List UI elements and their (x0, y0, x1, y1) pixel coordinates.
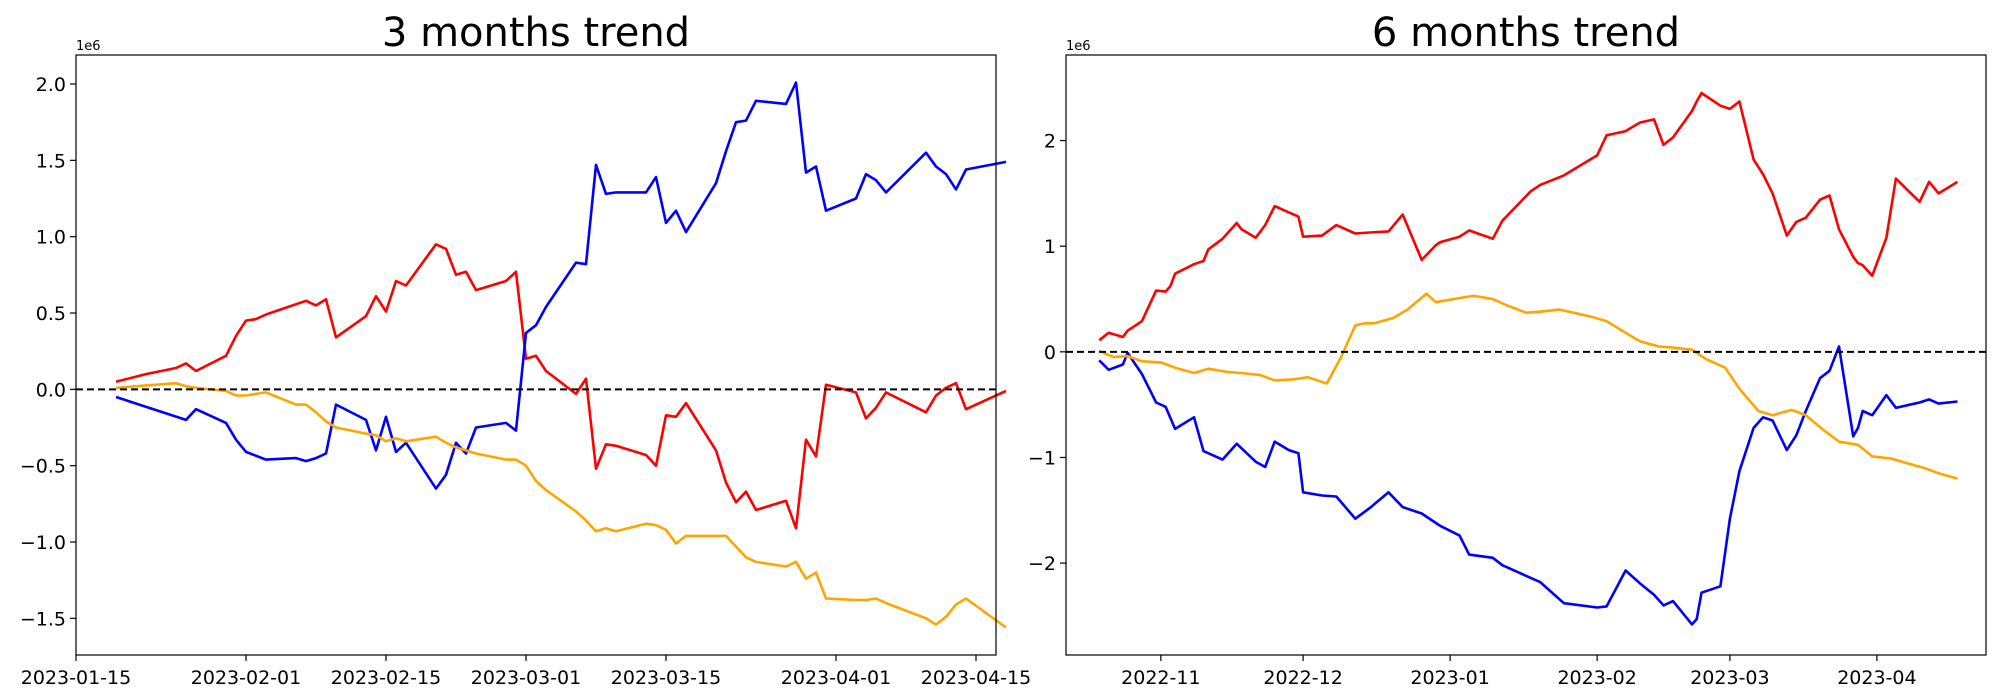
y-tick-label: 1.0 (36, 227, 66, 249)
y-tick-label: −1 (1028, 447, 1056, 469)
x-tick-label: 2023-03 (1690, 667, 1769, 689)
x-tick-label: 2023-03-15 (611, 667, 721, 689)
y-tick-label: 1 (1044, 236, 1056, 258)
chart-title: 6 months trend (1372, 10, 1680, 56)
y-axis-offset-text: 1e6 (1066, 39, 1091, 54)
x-tick-label: 2023-02-01 (191, 667, 301, 689)
axes-frame (75, 54, 997, 656)
series-line (1098, 292, 1958, 480)
y-tick-label: −1.5 (20, 608, 66, 630)
x-tick-label: 2023-02-15 (331, 667, 441, 689)
chart-6-months: 6 months trend 1e6 2 1 0 −1 −2 2022-11 2022-12… (1028, 10, 1987, 689)
y-tick-label: 2 (1044, 131, 1056, 153)
series-line (115, 381, 1007, 629)
series-line (1098, 91, 1959, 342)
plot-area: 2.0 1.5 1.0 0.5 0.0 −0.5 −1.0 −1.5 2023-01-15 202… (20, 74, 1031, 689)
y-axis-offset-text: 1e6 (76, 39, 101, 54)
x-tick-label: 2023-01 (1410, 667, 1489, 689)
y-tick-label: 0 (1044, 342, 1056, 364)
y-tick-label: 0.5 (36, 303, 66, 325)
x-tick-label: 2023-04-01 (781, 667, 891, 689)
y-tick-label: 2.0 (36, 74, 66, 96)
y-tick-label: 1.5 (36, 150, 66, 172)
axes-frame (1065, 54, 1987, 656)
x-tick-label: 2023-03-01 (471, 667, 581, 689)
x-tick-label: 2023-04-15 (921, 667, 1031, 689)
series-line (1098, 345, 1958, 626)
y-tick-label: −0.5 (20, 456, 66, 478)
series-line (115, 243, 1007, 530)
x-tick-label: 2022-12 (1263, 667, 1342, 689)
x-tick-label: 2023-02 (1557, 667, 1636, 689)
plot-area: 2 1 0 −1 −2 2022-11 2022-12 2023-01 2023-02 2023-… (1028, 91, 1986, 689)
y-tick-label: −1.0 (20, 532, 66, 554)
chart-3-months: 3 months trend 1e6 2.0 1.5 1.0 0.5 0.0 −0.5 −1… (20, 10, 1031, 689)
chart-title: 3 months trend (382, 10, 690, 56)
y-tick-label: 0.0 (36, 379, 66, 401)
x-tick-label: 2023-04 (1837, 667, 1916, 689)
y-tick-label: −2 (1028, 553, 1056, 575)
x-tick-label: 2023-01-15 (21, 667, 131, 689)
series-line (115, 81, 1007, 490)
x-tick-label: 2022-11 (1121, 667, 1200, 689)
